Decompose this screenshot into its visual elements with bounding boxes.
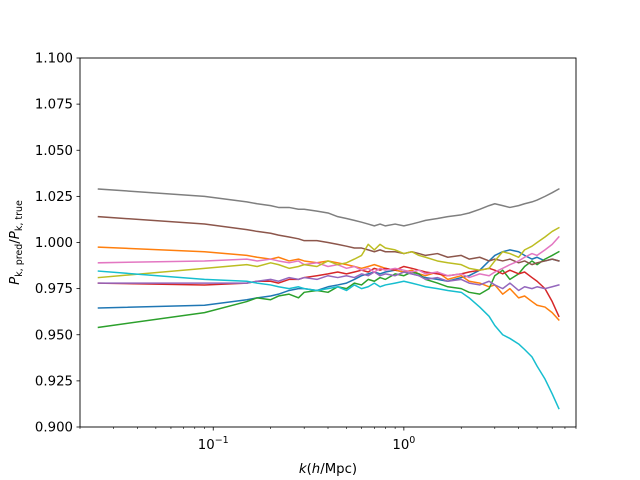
y-tick-label: 1.025	[35, 190, 73, 205]
tick-layer	[76, 57, 577, 431]
x-axis-label-unit: /Mpc)	[320, 462, 357, 477]
series-line-5	[97, 271, 560, 292]
y-tick-label: 0.950	[35, 328, 73, 343]
y-axis-label: Pk, pred/Pk, true	[8, 200, 25, 285]
x-axis-label-k: k	[299, 462, 308, 477]
y-tick-label: 1.100	[35, 52, 73, 67]
y-tick-label: 0.975	[35, 282, 73, 297]
y-tick-label: 1.000	[35, 236, 73, 251]
series-line-10	[97, 270, 560, 410]
series-line-2	[97, 246, 560, 322]
label-layer: 0.900 0.925 0.950 0.975 1.000 1.025 1.050 1.075…	[35, 52, 415, 454]
y-tick-label: 0.925	[35, 374, 73, 389]
y-axis-label-sub2: k, true	[14, 200, 25, 231]
series-line-7	[97, 235, 560, 279]
series-line-4	[97, 265, 560, 318]
series-line-9	[97, 226, 560, 279]
y-axis-label-p2: P	[8, 231, 23, 239]
series-line-8	[97, 187, 560, 227]
series-line-3	[97, 250, 560, 329]
x-tick-label: 10−1	[198, 435, 229, 453]
y-tick-label: 1.075	[35, 98, 73, 113]
series-line-6	[97, 215, 560, 266]
y-axis-label-p1: P	[8, 277, 23, 285]
y-tick-label: 1.050	[35, 144, 73, 159]
y-tick-label: 0.900	[35, 421, 73, 436]
x-axis-label: k(h/Mpc)	[299, 462, 357, 477]
x-axis-label-open: (	[307, 462, 312, 477]
y-axis-label-slash: /	[8, 239, 23, 244]
x-axis-label-h: h	[312, 462, 320, 477]
x-tick-label: 100	[392, 435, 415, 453]
series-layer	[97, 187, 560, 410]
y-axis-label-sub1: k, pred	[14, 244, 25, 277]
axes-frame	[79, 57, 577, 428]
